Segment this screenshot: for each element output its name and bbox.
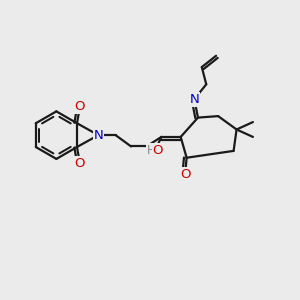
Text: N: N xyxy=(190,93,199,106)
Text: H: H xyxy=(147,144,155,157)
Text: O: O xyxy=(180,168,190,181)
Text: O: O xyxy=(75,157,85,170)
Text: O: O xyxy=(75,100,85,113)
Text: O: O xyxy=(153,144,163,157)
Text: N: N xyxy=(94,129,103,142)
